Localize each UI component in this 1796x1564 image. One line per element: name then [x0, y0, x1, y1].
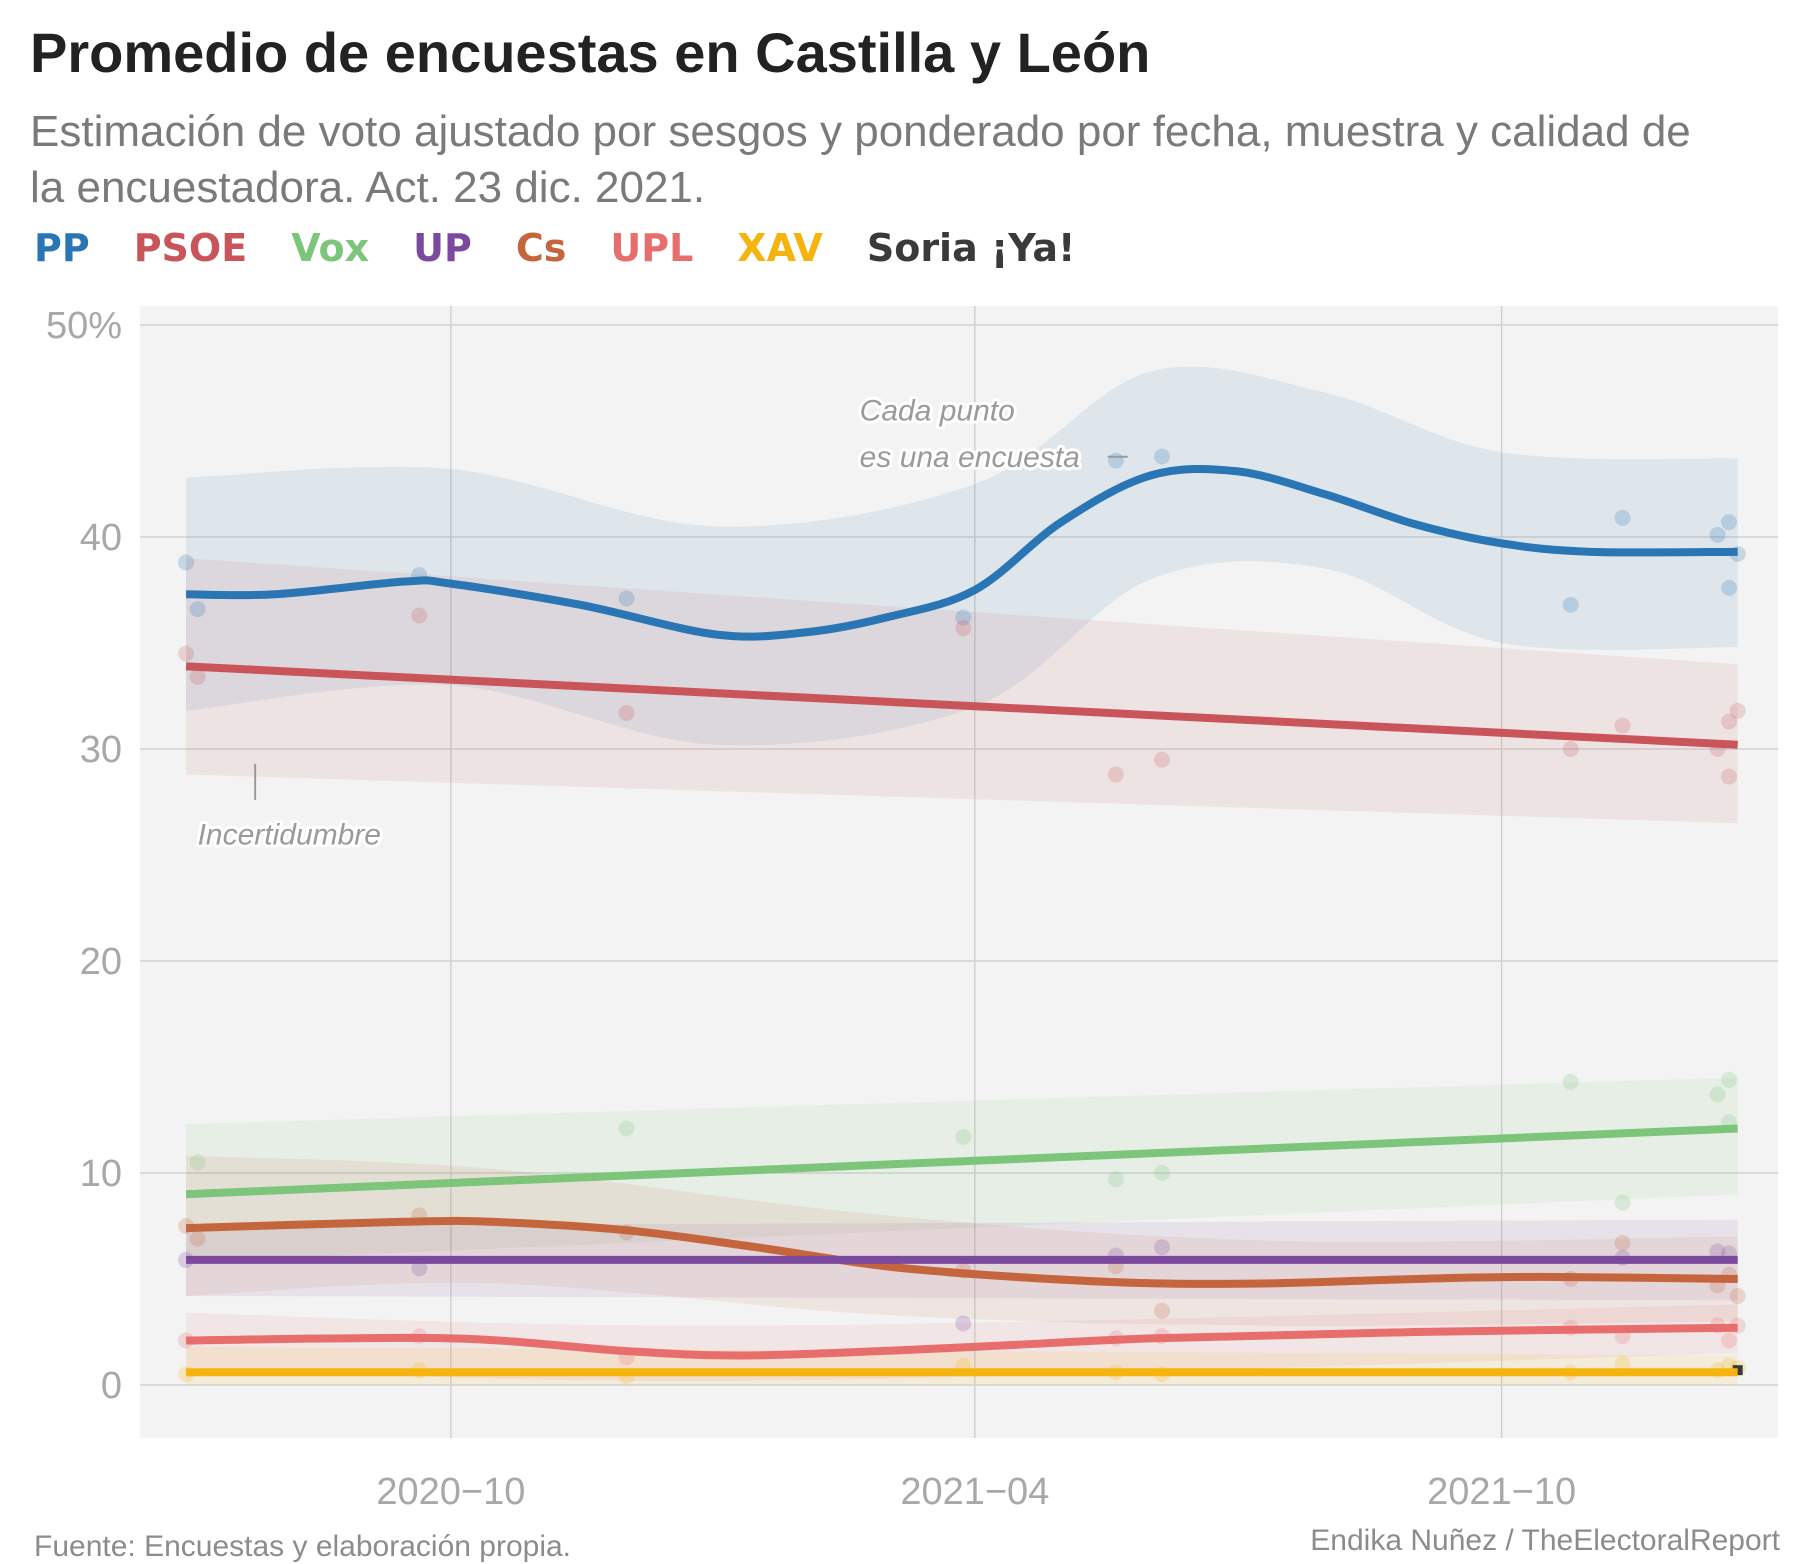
poll-point — [1562, 596, 1579, 613]
poll-point — [1614, 1194, 1631, 1211]
series-line — [185, 1216, 1738, 1288]
poll-point — [618, 590, 635, 607]
poll-point — [955, 620, 972, 637]
poll-point — [618, 1120, 635, 1137]
series-line — [185, 662, 1738, 749]
poll-point — [955, 1315, 972, 1332]
poll-point — [1614, 1234, 1631, 1251]
y-tick-label: 50% — [46, 305, 122, 347]
poll-point — [1153, 448, 1170, 465]
y-tick-label: 10 — [80, 1153, 122, 1195]
poll-point — [411, 607, 428, 624]
uncertainty-band — [186, 1077, 1738, 1263]
y-tick-label: 0 — [101, 1365, 122, 1407]
y-tick-label: 30 — [80, 729, 122, 771]
poll-point — [1721, 579, 1738, 596]
poll-point — [1721, 768, 1738, 785]
poll-point — [1721, 713, 1738, 730]
x-tick-label: 2021−10 — [1427, 1471, 1576, 1513]
poll-point — [1614, 1355, 1631, 1372]
poll-point — [1107, 1171, 1124, 1188]
poll-point — [955, 1128, 972, 1145]
poll-point — [955, 609, 972, 626]
poll-point — [1709, 1086, 1726, 1103]
credit-caption: Endika Nuñez / TheElectoralReport — [1310, 1524, 1780, 1557]
poll-point — [189, 668, 206, 685]
series-line — [185, 1124, 1738, 1199]
poll-point — [1153, 1302, 1170, 1319]
poll-point — [1721, 1332, 1738, 1349]
annotation-text: Incertidumbre — [198, 818, 381, 851]
legend-item-vox: Vox — [291, 226, 370, 270]
poll-point — [178, 554, 195, 571]
legend-item-upl: UPL — [610, 226, 694, 270]
poll-point — [1709, 1243, 1726, 1260]
uncertainty-band — [186, 558, 1738, 824]
annotation-text: Cada punto — [860, 394, 1015, 427]
legend-item-soria: Soria ¡Ya! — [866, 226, 1076, 270]
legend-item-xav: XAV — [737, 226, 823, 270]
annotation-text: es una encuesta — [860, 441, 1080, 474]
poll-point — [1614, 509, 1631, 526]
poll-point — [1107, 452, 1124, 469]
poll-point — [189, 1230, 206, 1247]
poll-point — [1721, 514, 1738, 531]
legend-item-pp: PP — [34, 226, 90, 270]
chart-subtitle: Estimación de voto ajustado por sesgos y… — [30, 107, 1691, 212]
uncertainty-band — [186, 1304, 1738, 1382]
series-line — [186, 464, 1738, 641]
legend-item-up: UP — [413, 226, 472, 270]
poll-point — [1153, 1165, 1170, 1181]
y-tick-label: 20 — [80, 941, 122, 983]
poll-point — [189, 601, 206, 618]
poll-point — [1562, 1073, 1579, 1090]
poll-point — [1562, 741, 1579, 757]
x-tick-label: 2021−04 — [900, 1471, 1049, 1513]
poll-point — [1721, 1071, 1738, 1088]
poll-point — [1709, 526, 1726, 543]
source-caption: Fuente: Encuestas y elaboración propia. — [34, 1530, 571, 1563]
poll-point — [618, 704, 635, 721]
uncertainty-band — [186, 366, 1738, 746]
legend-item-psoe: PSOE — [133, 226, 248, 270]
series-line — [186, 1323, 1738, 1360]
poll-point — [178, 645, 195, 662]
poll-point — [1614, 717, 1631, 734]
poll-point — [411, 1260, 428, 1277]
poll-point — [1153, 1239, 1170, 1256]
poll-point — [1153, 751, 1170, 768]
poll-point — [1729, 1287, 1746, 1304]
legend: PP PSOE Vox UP Cs UPL XAV Soria ¡Ya! — [34, 226, 1119, 276]
legend-item-cs: Cs — [515, 226, 567, 270]
poll-point — [1729, 702, 1746, 719]
y-tick-label: 40 — [80, 517, 122, 559]
poll-point — [1107, 766, 1124, 783]
chart-title: Promedio de encuestas en Castilla y León — [30, 21, 1151, 84]
poll-point — [189, 1154, 206, 1171]
plot-panel — [140, 306, 1778, 1438]
chart-svg: 0 10 20 30 40 50% 2020−10 2021−04 2021−10 Cada pu… — [46, 305, 1778, 1513]
x-tick-label: 2020−10 — [376, 1471, 525, 1513]
